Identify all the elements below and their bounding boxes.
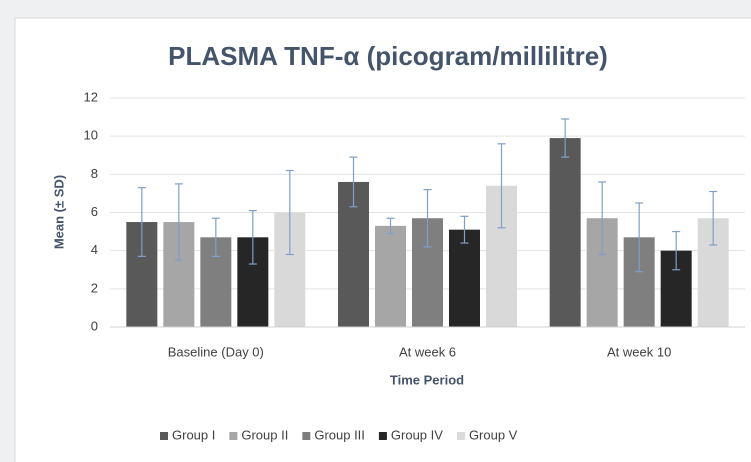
- bar: [375, 225, 406, 327]
- error-bar: [211, 217, 220, 257]
- error-bar: [423, 189, 432, 248]
- legend-swatch: [229, 432, 238, 440]
- error-bar: [561, 118, 570, 158]
- y-tick-label: 4: [91, 242, 98, 257]
- legend-label: Group V: [469, 427, 518, 442]
- legend-label: Group IV: [391, 427, 443, 442]
- error-bar: [497, 143, 506, 229]
- legend-label: Group I: [172, 427, 215, 442]
- error-bar: [285, 169, 294, 256]
- y-tick-label: 6: [91, 204, 98, 219]
- error-bar: [386, 217, 395, 235]
- error-bar: [248, 209, 257, 265]
- error-bar: [349, 156, 358, 208]
- error-bar: [174, 183, 183, 261]
- bar: [549, 138, 581, 327]
- x-tick-label: Baseline (Day 0): [168, 344, 264, 359]
- y-tick-label: 10: [84, 128, 98, 143]
- y-tick-label: 8: [91, 166, 98, 181]
- legend-label: Group II: [241, 427, 288, 442]
- error-bar: [635, 202, 644, 273]
- x-tick-label: At week 10: [607, 344, 671, 359]
- bar: [449, 229, 480, 327]
- error-bar: [137, 187, 146, 257]
- error-bar: [598, 181, 607, 256]
- x-axis-label: Time Period: [390, 372, 464, 387]
- y-tick-label: 2: [91, 280, 98, 295]
- y-tick-label: 0: [91, 318, 98, 333]
- error-bar: [672, 230, 681, 271]
- legend-label: Group III: [314, 427, 365, 442]
- error-bar: [709, 190, 718, 246]
- y-tick-label: 12: [84, 89, 98, 104]
- legend-swatch: [456, 432, 465, 440]
- y-axis-label: Mean (± SD): [51, 175, 66, 249]
- legend-swatch: [302, 432, 311, 440]
- chart-title: PLASMA TNF-α (picogram/millilitre): [168, 41, 608, 71]
- legend-swatch: [160, 432, 168, 440]
- legend-swatch: [378, 432, 387, 440]
- x-tick-label: At week 6: [399, 344, 456, 359]
- error-bar: [460, 215, 469, 244]
